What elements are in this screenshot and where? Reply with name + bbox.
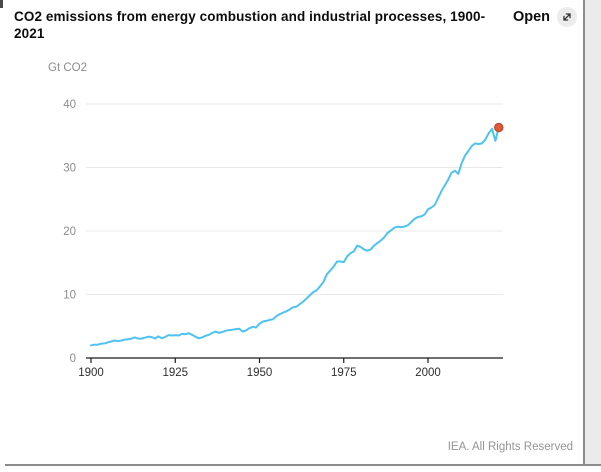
y-tick-label: 30: [63, 163, 76, 175]
emissions-line-chart[interactable]: 0 10 20 30 40 1900 1925 1950 1975 2000: [0, 0, 584, 464]
x-tick-label: 1975: [331, 367, 357, 379]
x-tick-label: 2000: [415, 367, 441, 379]
y-tick-label: 0: [70, 353, 76, 365]
x-tick-label: 1900: [78, 367, 104, 379]
x-tick-label: 1950: [247, 367, 273, 379]
copyright-text: IEA. All Rights Reserved: [447, 441, 573, 453]
window-border-bottom: [5, 464, 601, 466]
latest-point-marker[interactable]: [494, 122, 504, 133]
window-border-right: [583, 0, 585, 466]
x-tick-label: 1925: [162, 367, 188, 379]
open-button-label: Open: [512, 9, 550, 25]
y-tick-label: 20: [63, 226, 76, 238]
y-tick-label: 40: [63, 99, 76, 111]
emissions-line[interactable]: [90, 126, 500, 347]
screen-artifact: [0, 0, 3, 8]
chart-title: CO2 emissions from energy combustion and…: [14, 9, 486, 41]
open-button[interactable]: Open: [513, 7, 577, 27]
expand-icon: [557, 7, 577, 27]
y-tick-label: 10: [63, 290, 76, 302]
scrollbar-track[interactable]: [585, 0, 601, 464]
y-axis-unit-label: Gt CO2: [48, 62, 87, 74]
